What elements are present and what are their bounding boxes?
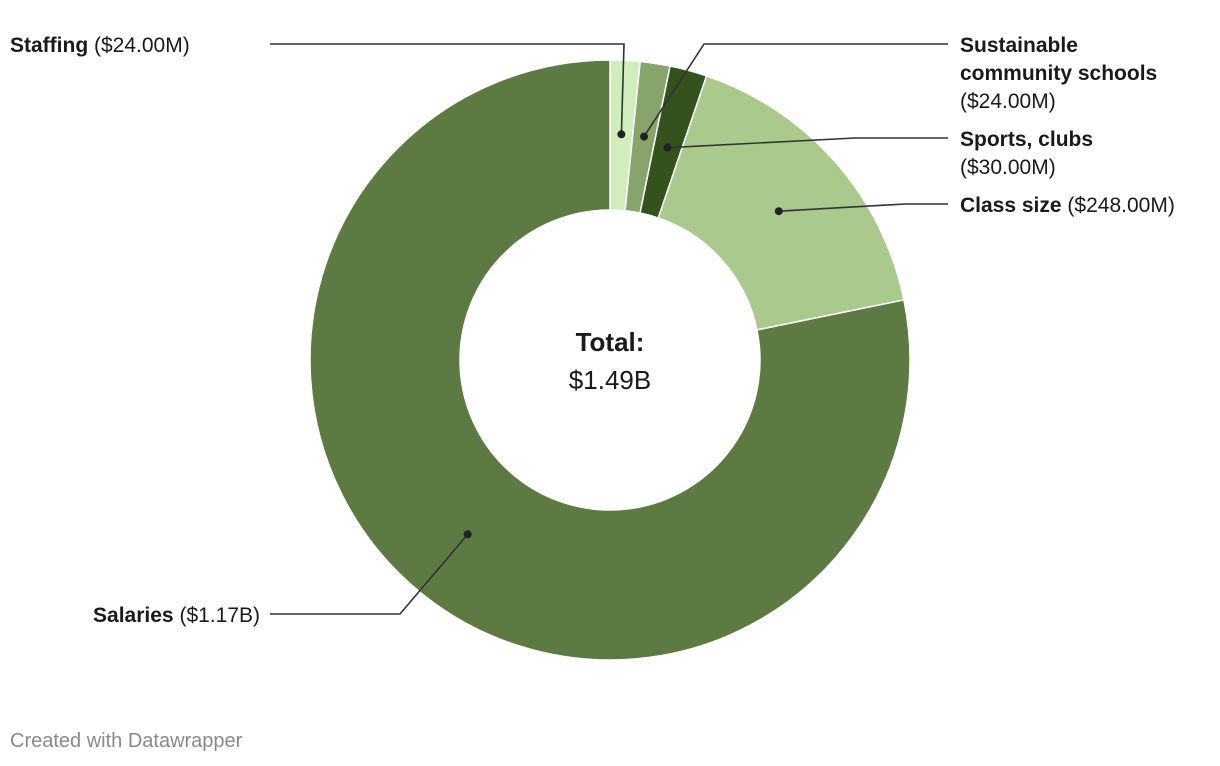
label-staffing-value: ($24.00M)	[94, 34, 190, 57]
label-class-size-value: ($248.00M)	[1067, 194, 1174, 217]
label-scs-name-line1: Sustainable	[960, 34, 1078, 57]
center-total-value: $1.49B	[569, 365, 651, 395]
center-total-title: Total:	[576, 327, 645, 357]
label-salaries-value: ($1.17B)	[179, 604, 260, 627]
leader-lines-group	[270, 43, 948, 615]
label-staffing-name: Staffing	[10, 34, 88, 57]
leader-line-staffing	[270, 43, 625, 135]
label-scs-name-line2: community schools	[960, 62, 1157, 85]
label-sports-value: ($30.00M)	[960, 156, 1056, 179]
leader-dot-sustainable-community-schools	[640, 132, 649, 141]
label-sports-clubs: Sports, clubs ($30.00M)	[960, 128, 1099, 179]
label-salaries-name: Salaries	[93, 604, 174, 627]
label-scs-value: ($24.00M)	[960, 90, 1056, 113]
label-sports-name: Sports, clubs	[960, 128, 1093, 151]
leader-line-sustainable-community-schools	[643, 43, 948, 138]
datawrapper-credit: Created with Datawrapper	[10, 730, 243, 752]
label-class-size-name: Class size	[960, 194, 1062, 217]
slice-salaries	[309, 59, 911, 661]
label-sustainable-community-schools: Sustainable community schools ($24.00M)	[960, 34, 1163, 113]
slice-class-size	[657, 75, 905, 331]
leader-line-salaries	[270, 533, 469, 615]
label-staffing: Staffing ($24.00M)	[10, 34, 190, 57]
slices-group	[309, 59, 911, 661]
leader-dot-salaries	[463, 530, 472, 539]
leader-dot-staffing	[617, 130, 626, 139]
leader-line-sports-clubs	[667, 137, 948, 149]
leader-dot-class-size	[774, 207, 783, 216]
leader-line-class-size	[778, 203, 948, 213]
leader-dot-sports-clubs	[663, 143, 672, 152]
label-salaries: Salaries ($1.17B)	[93, 604, 260, 627]
label-class-size: Class size ($248.00M)	[960, 194, 1175, 217]
